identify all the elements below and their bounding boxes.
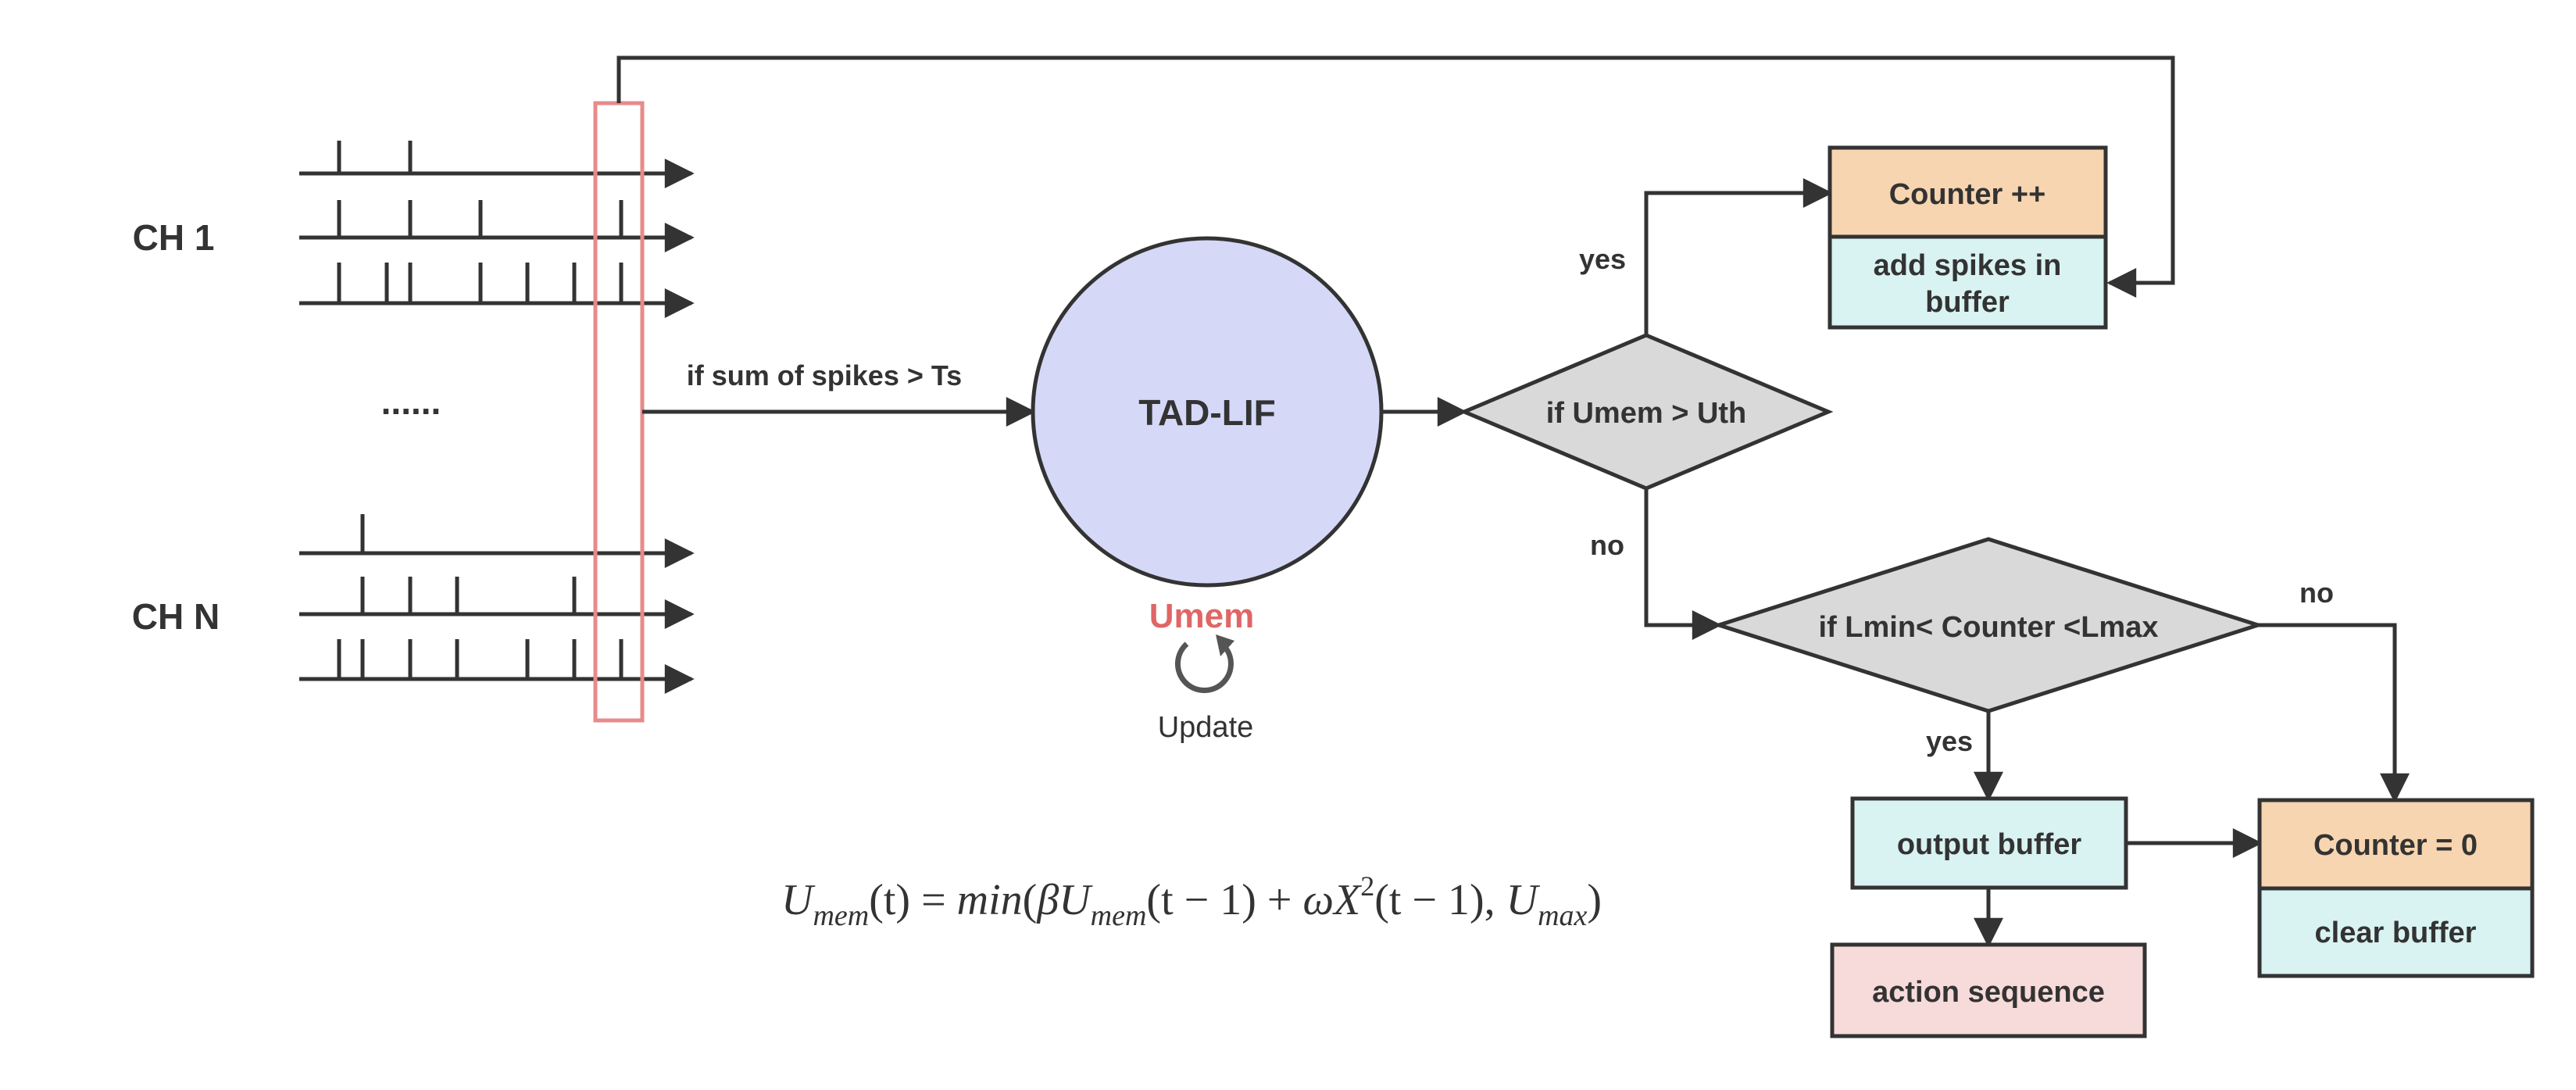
membrane-equation: Umem(t) = min(βUmem(t − 1) + ωX2(t − 1),… [781,870,1602,932]
clear-buffer-box [2257,886,2535,978]
edge-label-no-2: no [2299,577,2334,609]
no-arrow-decision2 [1644,488,1722,640]
edge-label-yes-1: yes [1579,243,1626,275]
counter-increment-label: Counter ++ [1889,178,2046,211]
channel-label-bottom: CH N [132,596,220,637]
clear-buffer-label: clear buffer [2315,917,2477,949]
no-arrow-reset [2258,623,2410,803]
add-spikes-box [1827,234,2108,330]
tad-lif-label: TAD-LIF [1138,392,1275,433]
edge-label-yes-2: yes [1926,725,1973,757]
output-buffer-label: output buffer [1897,828,2082,861]
sliding-window [593,101,645,723]
add-spikes-label-line2: buffer [1925,286,2010,319]
decision-umem-label: if Umem > Uth [1546,397,1747,430]
spike-trains-ch1 [299,141,695,318]
spike-trains-chn [299,514,695,694]
add-spikes-label-line1: add spikes in [1874,249,2062,282]
counter-reset-box [2257,798,2535,891]
decision-counter-label: if Lmin< Counter <Lmax [1819,611,2159,644]
feedback-arrow [616,55,2175,298]
channel-label-top: CH 1 [133,217,215,258]
umem-label: Umem [1149,597,1255,635]
update-caption: Update [1158,711,1254,744]
counter-reset-label: Counter = 0 [2313,829,2478,862]
update-loop-arrowhead [1216,634,1234,656]
action-sequence-label: action sequence [1872,976,2105,1009]
channel-ellipsis: ...... [381,381,441,422]
edge-label-no-1: no [1590,529,1624,561]
action-sequence-box [1830,942,2147,1038]
yes-arrow-counter [1644,178,1833,335]
edge-label-sum-spikes: if sum of spikes > Ts [687,359,962,391]
update-loop-icon [1174,641,1234,693]
output-buffer-box [1850,796,2128,890]
counter-increment-box [1827,145,2108,239]
